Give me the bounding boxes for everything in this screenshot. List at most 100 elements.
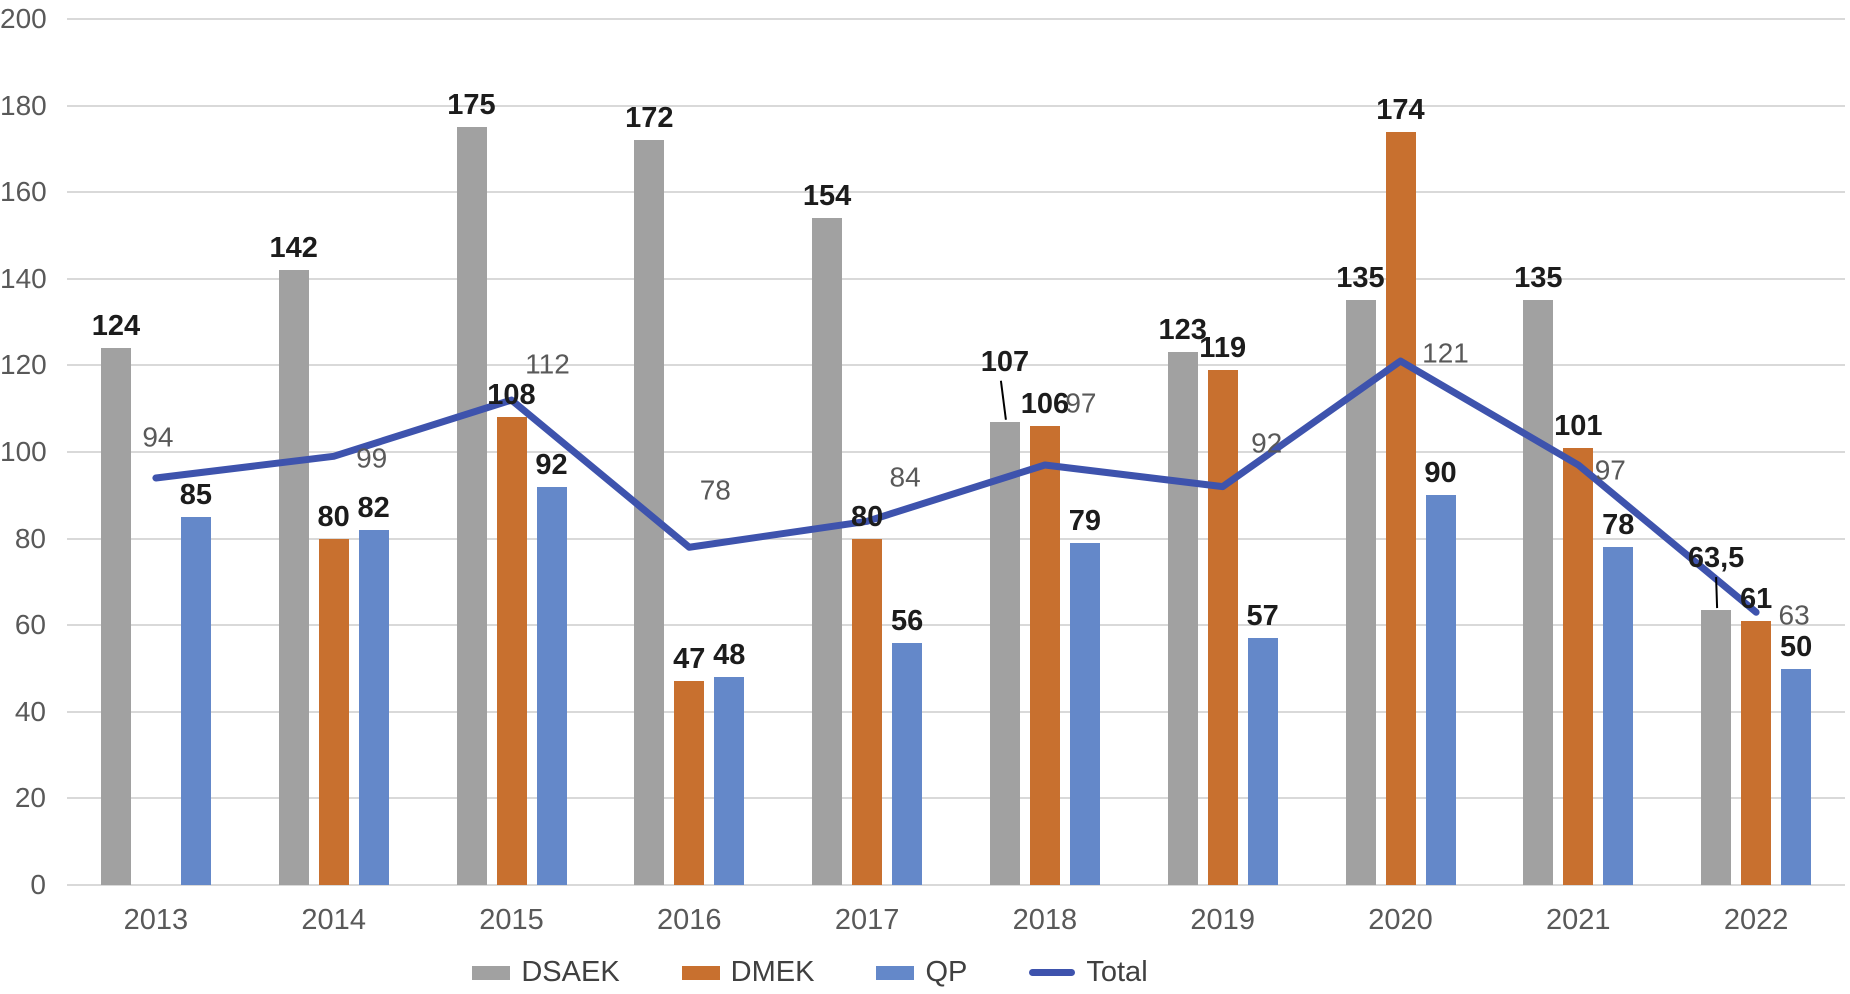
bar-dsaek-2020 (1345, 300, 1376, 885)
bar-label-qp-2015: 92 (535, 448, 568, 481)
y-tick-label-20: 20 (14, 782, 46, 814)
bar-label-dmek-2021: 101 (1554, 409, 1603, 442)
y-tick-label-180: 180 (0, 89, 47, 121)
bar-label-dmek-2014: 80 (317, 500, 350, 533)
bar-label-dmek-2016: 47 (673, 643, 706, 676)
bar-label-qp-2014: 82 (357, 491, 390, 524)
legend-item-dmek: DMEK (681, 956, 815, 989)
bar-label-dmek-2015: 108 (487, 379, 536, 412)
bar-dsaek-2017 (812, 218, 843, 885)
bar-label-qp-2021: 78 (1602, 509, 1635, 542)
legend-label: QP (925, 956, 968, 988)
legend-swatch (472, 965, 511, 980)
bar-dmek-2017 (852, 538, 883, 885)
total-label-2014: 99 (356, 442, 388, 474)
gridline-140 (67, 277, 1845, 280)
bar-label-dsaek-2019: 123 (1158, 314, 1207, 347)
bar-label-qp-2016: 48 (713, 639, 746, 672)
y-tick-label-40: 40 (14, 695, 46, 727)
legend-label: Total (1086, 956, 1148, 988)
bar-dsaek-2022 (1701, 610, 1732, 885)
bar-label-dsaek-2013: 124 (91, 310, 141, 343)
x-tick-label-2018: 2018 (1012, 904, 1078, 936)
bar-dsaek-2021 (1523, 300, 1554, 885)
bar-label-qp-2017: 56 (890, 604, 924, 637)
bar-label-dsaek-2016: 172 (625, 102, 674, 135)
legend-item-total: Total (1029, 956, 1148, 989)
bar-label-dsaek-2020: 135 (1336, 262, 1385, 295)
gridline-180 (67, 104, 1845, 107)
total-label-2022: 63 (1778, 599, 1810, 631)
gridline-120 (67, 364, 1845, 367)
x-tick-label-2020: 2020 (1368, 904, 1433, 936)
total-label-2016: 78 (699, 474, 731, 506)
y-tick-label-100: 100 (0, 436, 47, 467)
bar-dsaek-2019 (1167, 352, 1198, 885)
bar-label-dsaek-2022: 63,5 (1687, 542, 1745, 575)
bar-dmek-2018 (1029, 426, 1060, 885)
gridline-20 (67, 797, 1845, 800)
bar-dsaek-2014 (278, 270, 309, 885)
y-tick-label-140: 140 (0, 262, 47, 294)
bar-dsaek-2015 (456, 127, 487, 885)
bar-qp-2017 (892, 642, 923, 885)
x-tick-label-2015: 2015 (479, 904, 544, 936)
bar-qp-2019 (1247, 638, 1278, 885)
x-tick-label-2019: 2019 (1190, 904, 1255, 936)
bar-dmek-2021 (1563, 447, 1594, 885)
bar-dmek-2014 (318, 538, 349, 885)
label-leader-line (1715, 577, 1719, 609)
bar-label-qp-2020: 90 (1424, 457, 1457, 490)
bar-dmek-2022 (1741, 620, 1772, 885)
bar-dmek-2016 (674, 681, 705, 885)
x-tick-label-2017: 2017 (834, 904, 900, 936)
total-line (152, 357, 1760, 616)
y-tick-label-0: 0 (30, 869, 46, 900)
gridline-200 (67, 18, 1845, 20)
bar-label-dsaek-2021: 135 (1514, 262, 1563, 295)
bar-qp-2016 (714, 677, 745, 885)
bar-qp-2020 (1425, 495, 1456, 885)
bar-dsaek-2013 (100, 348, 131, 885)
legend-item-qp: QP (876, 956, 967, 989)
bar-label-qp-2022: 50 (1779, 630, 1813, 663)
y-tick-label-160: 160 (0, 176, 47, 208)
bar-label-dmek-2017: 80 (850, 500, 884, 533)
gridline-60 (67, 624, 1845, 627)
bar-label-qp-2013: 85 (179, 478, 213, 511)
legend: DSAEK DMEK QP Total (0, 956, 1735, 989)
bar-label-dsaek-2015: 175 (447, 89, 496, 122)
legend-swatch (681, 965, 720, 980)
bar-qp-2015 (536, 486, 567, 885)
y-tick-label-80: 80 (14, 522, 46, 554)
x-tick-label-2013: 2013 (123, 904, 189, 936)
bar-label-dsaek-2014: 142 (269, 232, 318, 265)
bar-label-dmek-2020: 174 (1376, 93, 1425, 126)
bar-dmek-2015 (496, 417, 527, 885)
total-label-2015: 112 (525, 348, 570, 380)
bar-label-dsaek-2018: 107 (980, 345, 1030, 378)
legend-label: DMEK (730, 956, 815, 988)
total-label-2018: 97 (1065, 387, 1097, 419)
gridline-40 (67, 710, 1845, 713)
total-label-2020: 121 (1422, 337, 1469, 369)
bar-label-qp-2019: 57 (1246, 600, 1279, 633)
total-label-2017: 84 (889, 461, 921, 493)
x-tick-label-2014: 2014 (301, 904, 366, 936)
y-tick-label-120: 120 (0, 349, 47, 381)
legend-item-dsaek: DSAEK (472, 956, 620, 989)
bar-qp-2022 (1781, 668, 1812, 885)
total-label-2019: 92 (1251, 427, 1283, 459)
x-tick-label-2021: 2021 (1546, 904, 1611, 936)
x-tick-label-2022: 2022 (1723, 904, 1789, 936)
bar-dmek-2020 (1385, 131, 1416, 885)
gridline-0 (67, 884, 1845, 886)
bar-dsaek-2018 (989, 421, 1020, 885)
total-label-2021: 97 (1594, 454, 1626, 486)
bar-qp-2013 (180, 516, 211, 885)
total-label-2013: 94 (142, 421, 174, 453)
legend-swatch (876, 965, 915, 980)
bar-qp-2018 (1069, 542, 1100, 885)
label-leader-line (999, 380, 1007, 420)
